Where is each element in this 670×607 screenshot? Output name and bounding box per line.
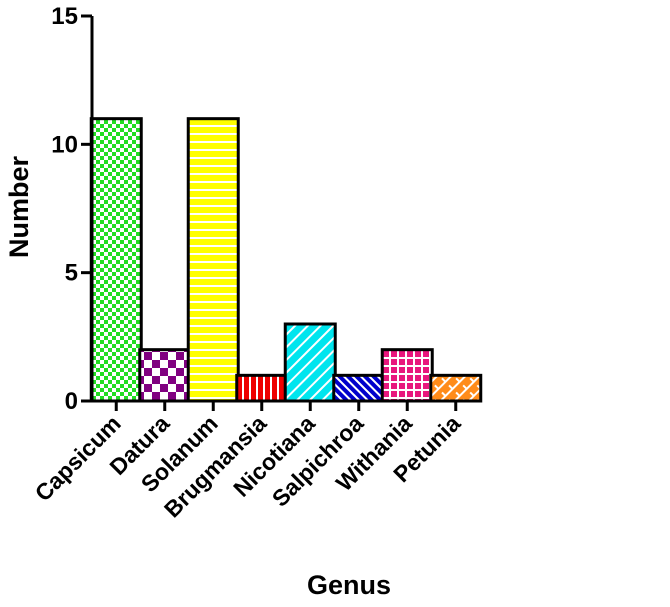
x-axis: CapsicumDaturaSolanumBrugmansiaNicotiana… xyxy=(30,399,480,523)
y-tick-label: 5 xyxy=(65,260,78,287)
y-axis: 0 5 10 15 xyxy=(51,3,94,415)
y-axis-title: Number xyxy=(4,156,34,259)
bar-capsicum xyxy=(89,117,143,403)
x-axis-title: Genus xyxy=(307,570,391,600)
bars-group xyxy=(89,117,483,403)
bar-datura xyxy=(138,348,192,403)
bar-solanum xyxy=(186,117,240,403)
bar-petunia xyxy=(429,373,483,403)
bar-brugmansia xyxy=(235,373,289,403)
y-tick-label: 15 xyxy=(51,3,78,30)
y-tick-label: 0 xyxy=(65,388,78,415)
bar-nicotiana xyxy=(283,322,337,403)
bar-salpichroa xyxy=(332,373,386,403)
y-tick-label: 10 xyxy=(51,131,78,158)
bar-withania xyxy=(380,348,434,403)
